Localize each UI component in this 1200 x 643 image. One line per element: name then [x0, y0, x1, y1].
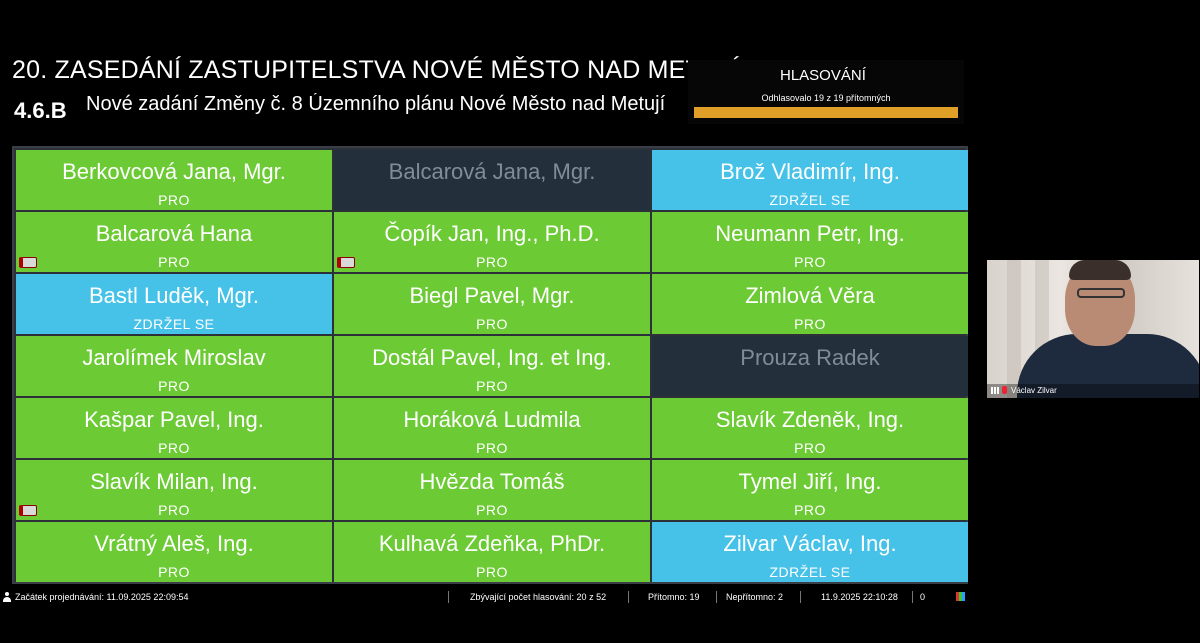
member-vote: PRO	[476, 378, 508, 394]
member-vote: PRO	[794, 254, 826, 270]
discussion-start: Začátek projednávání: 11.09.2025 22:09:5…	[15, 592, 189, 602]
voting-panel: HLASOVÁNÍ Odhlasovalo 19 z 19 přítomných	[688, 60, 964, 124]
member-vote: PRO	[794, 502, 826, 518]
absent-count: Nepřítomno: 2	[726, 592, 784, 602]
voting-results-grid: Berkovcová Jana, Mgr. PRO Balcarová Jana, …	[12, 146, 968, 584]
member-vote: ZDRŽEL SE	[133, 316, 215, 332]
participant-name: Václav Zilvar	[1011, 386, 1057, 395]
member-name: Vrátný Aleš, Ing.	[94, 531, 254, 556]
card-reader-icon	[19, 257, 37, 268]
member-cell: Biegl Pavel, Mgr. PRO	[334, 274, 650, 334]
member-name: Berkovcová Jana, Mgr.	[62, 159, 286, 184]
video-tile[interactable]: Václav Zilvar	[987, 260, 1199, 398]
member-vote: ZDRŽEL SE	[769, 564, 851, 580]
card-reader-icon	[19, 505, 37, 516]
member-cell: Jarolímek Miroslav PRO	[16, 336, 332, 396]
present-count: Přítomno: 19	[648, 592, 700, 602]
member-vote: PRO	[158, 378, 190, 394]
member-cell: Zimlová Věra PRO	[652, 274, 968, 334]
status-bar: Začátek projednávání: 11.09.2025 22:09:5…	[0, 589, 968, 605]
member-vote: PRO	[158, 564, 190, 580]
member-name: Balcarová Jana, Mgr.	[388, 159, 596, 184]
member-vote: PRO	[158, 192, 190, 208]
member-name: Neumann Petr, Ing.	[715, 221, 905, 246]
divider	[912, 591, 913, 603]
member-name: Slavík Zdeněk, Ing.	[715, 407, 905, 432]
member-vote: PRO	[476, 564, 508, 580]
member-cell: Brož Vladimír, Ing. ZDRŽEL SE	[652, 150, 968, 210]
member-cell: Balcarová Hana PRO	[16, 212, 332, 272]
member-name: Zimlová Věra	[745, 283, 875, 308]
member-cell: Hvězda Tomáš PRO	[334, 460, 650, 520]
member-cell: Bastl Luděk, Mgr. ZDRŽEL SE	[16, 274, 332, 334]
member-name: Jarolímek Miroslav	[82, 345, 266, 370]
voting-summary: Odhlasovalo 19 z 19 přítomných	[761, 93, 891, 103]
agenda-item-text: Nové zadání Změny č. 8 Územního plánu No…	[86, 93, 666, 115]
member-cell: Čopík Jan, Ing., Ph.D. PRO	[334, 212, 650, 272]
current-datetime: 11.9.2025 22:10:28	[821, 592, 898, 602]
card-reader-icon	[337, 257, 355, 268]
app-tray-icon[interactable]	[956, 592, 965, 601]
member-name: Dostál Pavel, Ing. et Ing.	[372, 345, 612, 370]
member-cell: Kulhavá Zdeňka, PhDr. PRO	[334, 522, 650, 582]
member-cell: Neumann Petr, Ing. PRO	[652, 212, 968, 272]
member-name: Brož Vladimír, Ing.	[720, 159, 900, 184]
member-cell: Berkovcová Jana, Mgr. PRO	[16, 150, 332, 210]
curtain	[1007, 260, 1021, 398]
agenda-item-number: 4.6.B	[14, 98, 67, 123]
member-name: Slavík Milan, Ing.	[90, 469, 258, 494]
member-vote: ZDRŽEL SE	[769, 192, 851, 208]
member-cell: Horáková Ludmila PRO	[334, 398, 650, 458]
member-name: Hvězda Tomáš	[419, 469, 565, 494]
member-cell: Slavík Zdeněk, Ing. PRO	[652, 398, 968, 458]
member-vote: PRO	[794, 316, 826, 332]
member-vote: PRO	[158, 440, 190, 456]
member-name: Kulhavá Zdeňka, PhDr.	[378, 531, 606, 556]
member-cell: Prouza Radek	[652, 336, 968, 396]
member-name: Zilvar Václav, Ing.	[723, 531, 897, 556]
divider	[628, 591, 629, 603]
member-cell: Slavík Milan, Ing. PRO	[16, 460, 332, 520]
counter: 0	[920, 592, 926, 602]
divider	[716, 591, 717, 603]
member-vote: PRO	[158, 502, 190, 518]
member-cell: Balcarová Jana, Mgr.	[334, 150, 650, 210]
voting-label: HLASOVÁNÍ	[780, 67, 866, 84]
divider	[800, 591, 801, 603]
member-vote: PRO	[476, 440, 508, 456]
mic-muted-icon	[1002, 386, 1007, 394]
member-vote: PRO	[794, 440, 826, 456]
member-name: Kašpar Pavel, Ing.	[84, 407, 264, 432]
signal-icon	[991, 387, 999, 394]
member-cell: Zilvar Václav, Ing. ZDRŽEL SE	[652, 522, 968, 582]
remaining-votes: Zbývající počet hlasování: 20 z 52	[470, 592, 607, 602]
member-name: Prouza Radek	[740, 345, 880, 370]
member-cell: Kašpar Pavel, Ing. PRO	[16, 398, 332, 458]
member-cell: Tymel Jiří, Ing. PRO	[652, 460, 968, 520]
voting-progress-bar	[694, 107, 958, 118]
member-vote: PRO	[476, 254, 508, 270]
person-icon	[3, 592, 11, 602]
member-vote: PRO	[158, 254, 190, 270]
member-name: Čopík Jan, Ing., Ph.D.	[384, 221, 600, 246]
divider	[448, 591, 449, 603]
member-vote: PRO	[476, 316, 508, 332]
member-name: Tymel Jiří, Ing.	[738, 469, 882, 494]
member-vote: PRO	[476, 502, 508, 518]
participant-glasses	[1077, 288, 1125, 298]
video-participant-label: Václav Zilvar	[987, 384, 1199, 398]
member-name: Horáková Ludmila	[403, 407, 581, 432]
member-cell: Vrátný Aleš, Ing. PRO	[16, 522, 332, 582]
member-name: Balcarová Hana	[95, 221, 253, 246]
member-name: Bastl Luděk, Mgr.	[89, 283, 259, 308]
session-title: 20. ZASEDÁNÍ ZASTUPITELSTVA NOVÉ MĚSTO N…	[12, 56, 740, 84]
member-cell: Dostál Pavel, Ing. et Ing. PRO	[334, 336, 650, 396]
member-name: Biegl Pavel, Mgr.	[409, 283, 575, 308]
participant-hair	[1069, 260, 1131, 280]
